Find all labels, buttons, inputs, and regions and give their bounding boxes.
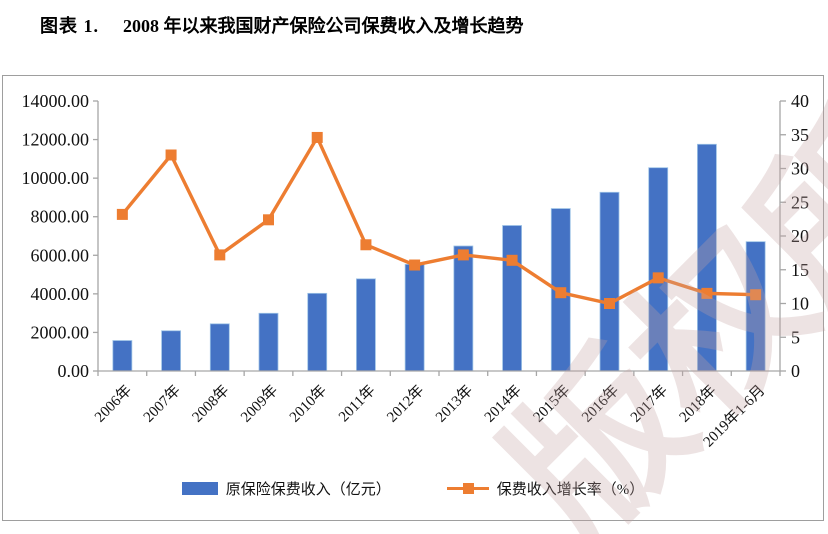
y-left-tick-label: 8000.00 bbox=[31, 207, 90, 227]
bar-2019年1-6月 bbox=[745, 241, 766, 372]
y-left-tick-label: 10000.00 bbox=[22, 168, 90, 188]
line-marker-2013年 bbox=[457, 249, 469, 261]
chart-frame: 0.00 2000.00 4000.00 6000.00 8000.00 10000.00… bbox=[2, 75, 824, 521]
bar-2007年 bbox=[161, 330, 181, 372]
y-left-tick-label: 6000.00 bbox=[31, 245, 90, 265]
x-tick-label: 2018年 bbox=[676, 382, 720, 426]
bar-2006年 bbox=[112, 340, 133, 372]
y-right-tick-label: 10 bbox=[791, 294, 809, 314]
y-left-tick-label: 2000.00 bbox=[31, 322, 90, 342]
line-marker-2006年 bbox=[116, 208, 128, 220]
line-marker-2019年1-6月 bbox=[750, 289, 762, 301]
bar-2018年 bbox=[697, 143, 717, 372]
bar-2012年 bbox=[404, 263, 425, 372]
y-right-tick-label: 35 bbox=[791, 125, 809, 145]
line-marker-2011年 bbox=[360, 239, 372, 251]
bar-series-swatch bbox=[181, 482, 218, 495]
bar-2017年 bbox=[648, 167, 669, 372]
x-tick-label: 2014年 bbox=[481, 382, 525, 426]
bar-2014年 bbox=[502, 225, 522, 372]
bar-2010年 bbox=[307, 292, 328, 372]
legend-item-premium: 原保险保费收入（亿元） bbox=[181, 478, 391, 499]
bar-2009年 bbox=[258, 312, 279, 372]
growth-line bbox=[121, 135, 756, 306]
line-marker-2018年 bbox=[701, 287, 713, 299]
x-tick-label: 2015年 bbox=[530, 382, 574, 426]
legend-item-growth: 保费收入增长率（%） bbox=[446, 478, 645, 499]
figure-number-label: 图表 1. bbox=[40, 16, 99, 36]
line-marker-2016年 bbox=[604, 298, 615, 309]
line-marker-2015年 bbox=[555, 287, 567, 299]
chart-title: 图表 1. 2008 年以来我国财产保险公司保费收入及增长趋势 bbox=[40, 12, 524, 38]
line-series-label: 保费收入增长率（%） bbox=[496, 482, 645, 498]
y-left-tick-label: 0.00 bbox=[58, 361, 90, 381]
x-tick-label: 2007年 bbox=[140, 382, 184, 426]
line-marker-2008年 bbox=[214, 249, 226, 261]
bar-2011年 bbox=[356, 278, 376, 372]
y-right-tick-label: 25 bbox=[791, 192, 809, 212]
bar-2016年 bbox=[599, 191, 620, 372]
line-marker-2017年 bbox=[652, 272, 664, 284]
bar-2008年 bbox=[209, 323, 230, 372]
y-left-tick-label: 14000.00 bbox=[22, 91, 90, 111]
x-tick-label: 2012年 bbox=[384, 382, 428, 426]
x-tick-label: 2013年 bbox=[432, 382, 476, 426]
x-tick-label: 2006年 bbox=[91, 382, 135, 426]
y-left-tick-label: 12000.00 bbox=[22, 130, 90, 150]
y-right-tick-label: 0 bbox=[791, 361, 800, 381]
y-right-tick-label: 30 bbox=[791, 159, 809, 179]
line-marker-2009年 bbox=[263, 214, 274, 226]
bar-series-label: 原保险保费收入（亿元） bbox=[225, 482, 391, 498]
line-series-swatch bbox=[446, 482, 489, 495]
line-marker-2007年 bbox=[165, 149, 177, 161]
line-marker-2014年 bbox=[506, 254, 518, 266]
y-right-tick-label: 5 bbox=[791, 327, 800, 347]
chart-legend: 原保险保费收入（亿元） 保费收入增长率（%） bbox=[3, 478, 823, 499]
figure-title-text: 2008 年以来我国财产保险公司保费收入及增长趋势 bbox=[123, 16, 524, 36]
x-tick-label: 2008年 bbox=[189, 382, 233, 426]
line-marker-2012年 bbox=[409, 259, 421, 271]
y-right-tick-label: 15 bbox=[791, 260, 809, 280]
y-right-tick-label: 40 bbox=[791, 91, 809, 111]
x-tick-label: 2009年 bbox=[237, 382, 281, 426]
x-tick-label: 2016年 bbox=[578, 382, 622, 426]
y-right-tick-label: 20 bbox=[791, 226, 809, 246]
line-swatch-marker bbox=[462, 483, 474, 494]
y-left-tick-label: 4000.00 bbox=[31, 284, 90, 304]
bar-2013年 bbox=[453, 245, 474, 372]
x-tick-label: 2011年 bbox=[335, 382, 378, 425]
chart-canvas: 0.00 2000.00 4000.00 6000.00 8000.00 10000.00… bbox=[22, 91, 810, 450]
x-tick-label: 2010年 bbox=[286, 382, 330, 426]
x-tick-label: 2017年 bbox=[627, 382, 671, 426]
line-marker-2010年 bbox=[311, 131, 323, 143]
